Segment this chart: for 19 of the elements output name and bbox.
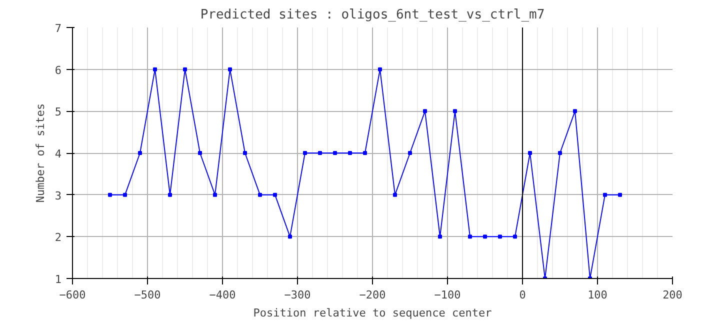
y-tick-label: 6 [54,64,62,77]
x-tick-label: −100 [434,288,461,302]
x-tick-label: −200 [359,288,386,302]
x-tick-label: 0 [519,288,526,302]
y-tick-label: 5 [54,106,62,119]
x-tick-label: −500 [134,288,161,302]
x-tick-label: 100 [588,288,608,302]
x-tick-label: −400 [209,288,236,302]
chart-title: Predicted sites : oligos_6nt_test_vs_ctrl_m7 [200,8,545,22]
y-tick-label: 3 [54,189,62,202]
y-axis-title: Number of sites [34,103,47,203]
y-tick-label: 4 [54,148,62,160]
x-axis-title: Position relative to sequence center [253,306,492,320]
x-tick-label: 200 [662,288,682,302]
y-tick-label: 1 [54,273,62,286]
x-tick-label: −300 [284,288,311,302]
y-tick-label: 7 [54,22,62,35]
x-tick-label: −600 [59,288,86,302]
y-tick-label: 2 [54,231,62,244]
